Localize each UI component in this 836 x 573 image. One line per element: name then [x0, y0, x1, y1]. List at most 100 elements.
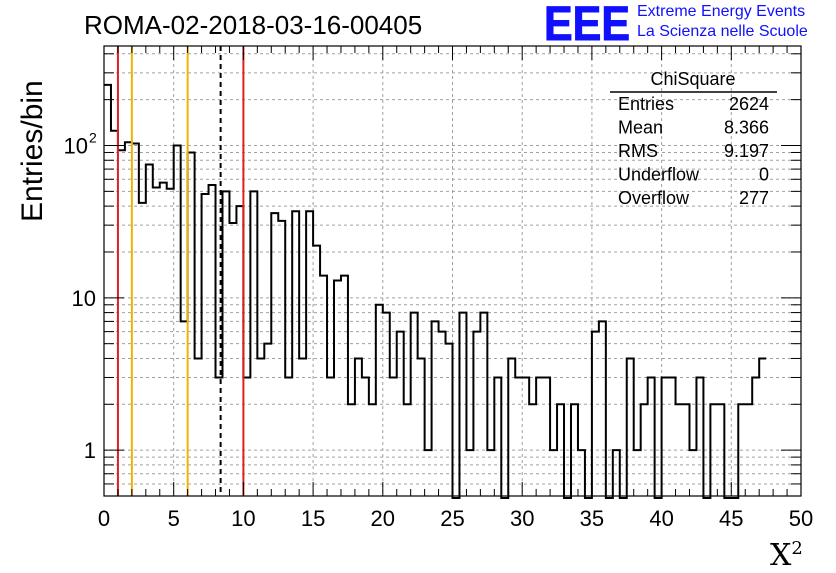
histogram-bin [557, 404, 564, 496]
histogram-bin [515, 377, 522, 496]
stats-label: Mean [618, 118, 663, 138]
axis-ticks [103, 46, 802, 497]
histogram-bin [313, 246, 320, 496]
histogram-bin [536, 377, 543, 496]
histogram-bin [578, 450, 585, 496]
stats-value: 0 [759, 165, 769, 185]
histogram-bin [285, 377, 292, 496]
histogram-bin [662, 377, 669, 496]
stats-value: 8.366 [724, 118, 769, 138]
histogram-bin [362, 377, 369, 496]
stats-label: Overflow [618, 188, 690, 208]
histogram-bin [473, 332, 480, 496]
x-tick-label: 45 [719, 506, 743, 531]
histogram-bin [397, 332, 404, 496]
histogram-bin [271, 213, 278, 496]
histogram-bin [550, 450, 557, 496]
histogram-bin [167, 189, 174, 496]
histogram-bin [348, 404, 355, 496]
x-tick-label: 25 [440, 506, 464, 531]
histogram-bin [522, 377, 529, 496]
histogram-bin [146, 165, 153, 496]
x-axis-label-superscript: 2 [791, 538, 803, 559]
x-tick-label: 35 [580, 506, 604, 531]
stats-label: Underflow [618, 165, 700, 185]
histogram-bin [411, 313, 418, 496]
histogram-bin [759, 358, 766, 496]
y-tick-label: 10 [64, 133, 88, 158]
histogram-bin [292, 211, 299, 496]
stats-label: RMS [618, 141, 658, 161]
histogram-bin [613, 450, 620, 496]
run-title: ROMA-02-2018-03-16-00405 [84, 10, 423, 40]
histogram-bin [634, 450, 641, 496]
histogram-bin [341, 276, 348, 496]
x-tick-label: 10 [231, 506, 255, 531]
histogram-bin [243, 377, 250, 496]
histogram-bin [446, 344, 453, 496]
x-tick-label: 0 [98, 506, 110, 531]
histogram-bin [676, 404, 683, 496]
svg-text:EEE: EEE [544, 2, 630, 44]
y-axis-label: Entries/bin [16, 80, 49, 222]
stats-value: 9.197 [724, 141, 769, 161]
histogram-bin [689, 450, 696, 496]
histogram-bin [529, 404, 536, 496]
histogram-bin [599, 321, 606, 496]
stats-title: ChiSquare [650, 69, 735, 89]
histogram-bin [648, 377, 655, 496]
y-tick-label: 10 [72, 286, 96, 311]
stats-value: 277 [739, 188, 769, 208]
x-axis-label-base: X [770, 538, 792, 573]
stats-value: 2624 [729, 94, 769, 114]
x-tick-label: 20 [371, 506, 395, 531]
y-tick-label: 1 [84, 438, 96, 463]
stats-box: ChiSquare Entries 2624 Mean 8.366 RMS 9.197 Un… [610, 69, 777, 208]
histogram-bin [257, 358, 264, 496]
histogram-bin [425, 450, 432, 496]
histogram-bin [320, 276, 327, 496]
histogram-bin [181, 321, 188, 496]
histogram-bin [683, 404, 690, 496]
histogram-bin [327, 377, 334, 496]
histogram-bin [139, 203, 146, 496]
histogram-bin [299, 358, 306, 496]
x-tick-label: 50 [789, 506, 813, 531]
histogram-bin [334, 280, 341, 496]
histogram-bin [745, 404, 752, 496]
histogram-bin [459, 313, 466, 496]
histogram-bin [627, 358, 634, 496]
histogram-bin [432, 321, 439, 496]
histogram-bin [390, 377, 397, 496]
x-axis-label: X2 [770, 538, 803, 573]
histogram-bin [174, 145, 181, 496]
x-tick-label: 30 [510, 506, 534, 531]
x-tick-label: 5 [168, 506, 180, 531]
histogram-bin [508, 358, 515, 496]
histogram-bin [480, 313, 487, 496]
histogram-bin [696, 377, 703, 496]
brand-line-1: Extreme Energy Events [637, 3, 806, 20]
histogram-bin [111, 131, 118, 496]
histogram-bin [717, 404, 724, 496]
histogram-bin [188, 152, 195, 496]
histogram-bin [738, 404, 745, 496]
histogram-bin [376, 305, 383, 496]
histogram-bin [404, 404, 411, 496]
histogram-bin [355, 358, 362, 496]
histogram-bin [264, 344, 271, 496]
histogram-bin [466, 450, 473, 496]
histogram-bin [195, 358, 202, 496]
histogram-bin [160, 183, 167, 496]
histogram-series [104, 83, 767, 499]
histogram-bin [592, 332, 599, 496]
histogram-bin [487, 450, 494, 496]
x-tick-label: 15 [301, 506, 325, 531]
histogram-bin [752, 377, 759, 496]
brand-line-2: La Scienza nelle Scuole [637, 23, 808, 40]
marker-lines [116, 46, 245, 496]
stats-label: Entries [618, 94, 674, 114]
histogram-bin [209, 185, 216, 496]
